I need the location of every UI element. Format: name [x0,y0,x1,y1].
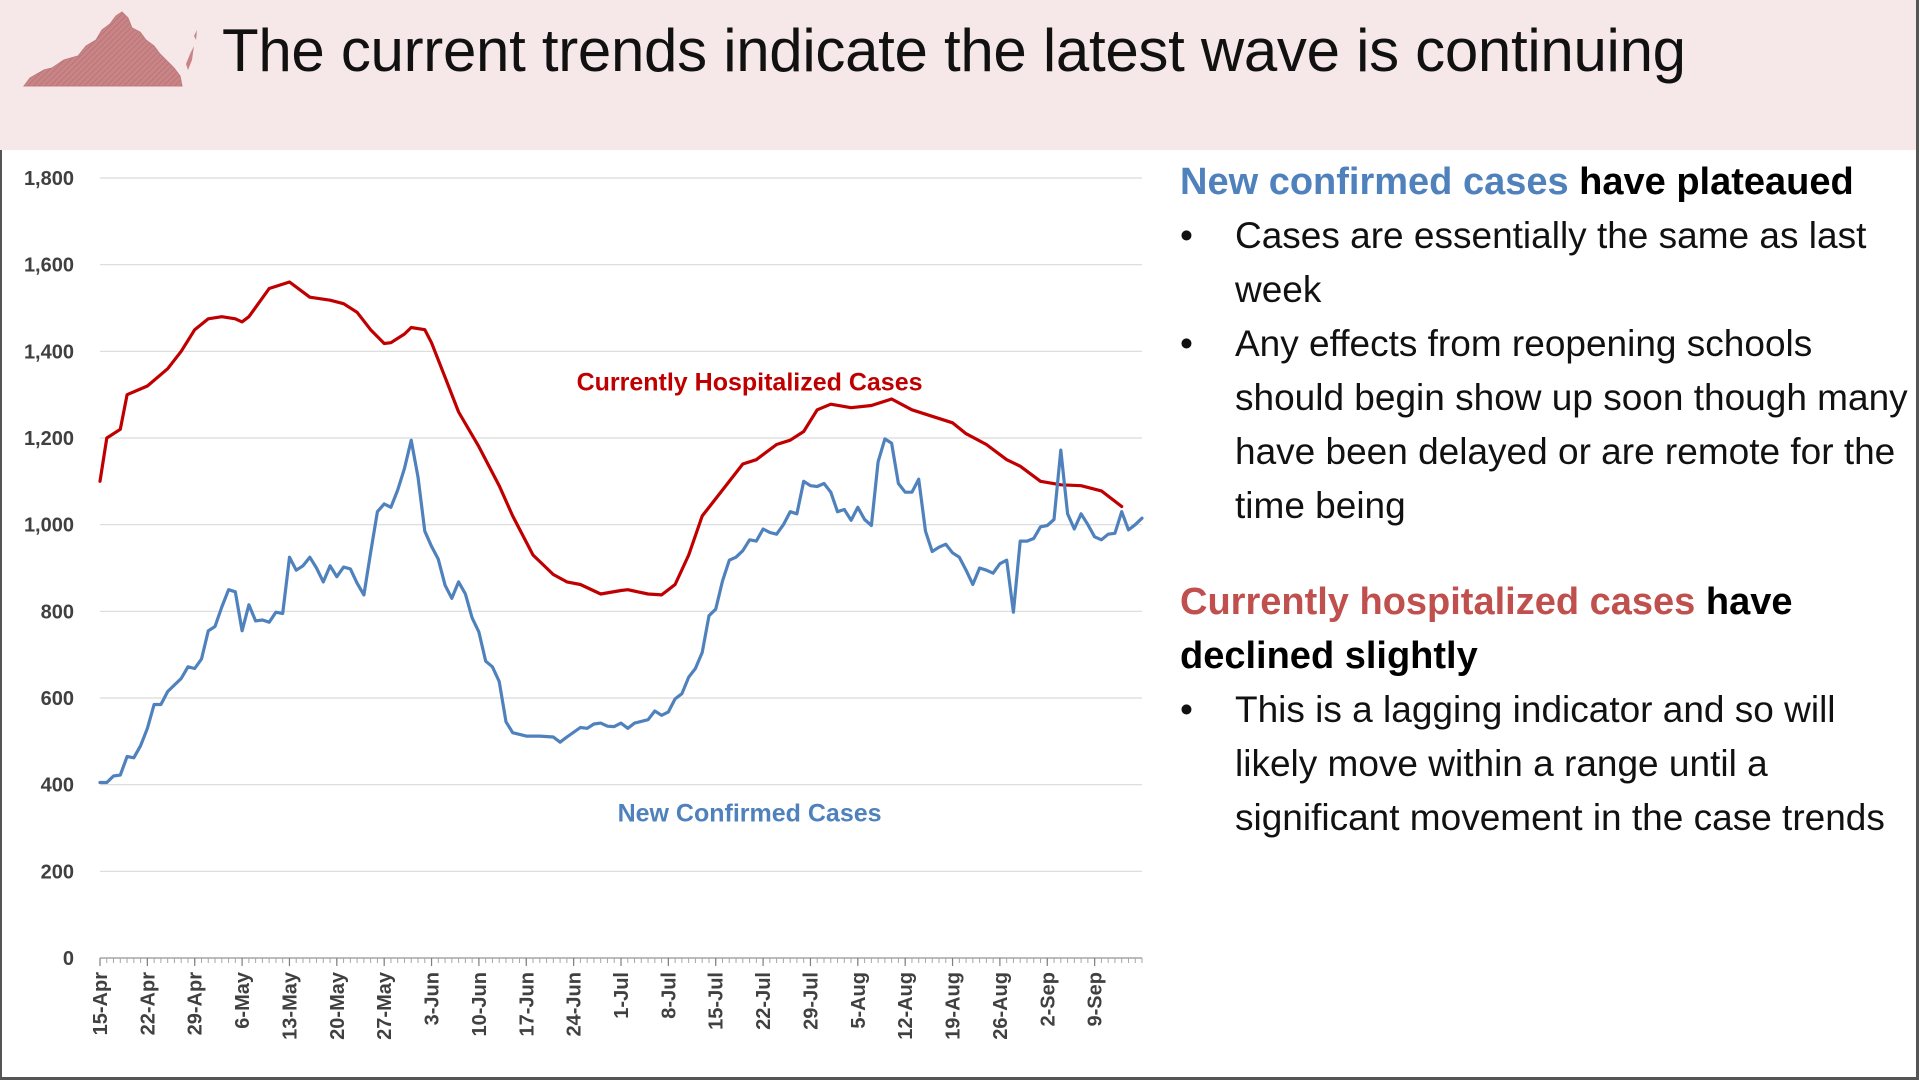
x-tick-label: 5-Aug [848,972,870,1029]
bullet-text: Cases are essentially the same as last w… [1235,215,1867,310]
x-tick-label: 12-Aug [895,972,917,1040]
bullet-item: • Any effects from reopening schools shou… [1180,317,1910,533]
frame-bottom-border [0,1077,1919,1080]
commentary-panel: New confirmed cases have plateaued • Case… [1180,155,1910,845]
x-tick-label: 26-Aug [990,972,1012,1040]
confirmed-series-line [98,437,1144,785]
bullet-icon: • [1180,323,1193,364]
x-tick-label: 3-Jun [422,972,444,1025]
bullet-item: • This is a lagging indicator and so will… [1180,683,1910,845]
confirmed-bullets: • Cases are essentially the same as last … [1180,209,1910,533]
bullet-text: This is a lagging indicator and so will … [1235,689,1885,838]
bullet-item: • Cases are essentially the same as last … [1180,209,1910,317]
bullet-icon: • [1180,215,1193,256]
x-tick-label: 1-Jul [611,972,633,1019]
virginia-map-icon [23,11,197,87]
hospitalized-heading-rest: have declined slightly [1180,581,1793,677]
x-tick-label: 10-Jun [469,972,491,1036]
x-tick-label: 17-Jun [516,972,538,1036]
frame-left-border [0,150,2,1080]
x-tick-label: 8-Jul [658,972,680,1019]
y-tick-label: 400 [41,775,74,797]
y-tick-label: 0 [63,948,74,970]
title-banner: The current trends indicate the latest w… [0,0,1919,150]
x-tick-label: 9-Sep [1085,972,1107,1026]
x-tick-label: 15-Jul [706,972,728,1030]
x-tick-label: 20-May [327,971,349,1040]
page-title: The current trends indicate the latest w… [222,17,1686,84]
x-tick-label: 19-Aug [943,972,965,1040]
hospitalized-heading: Currently hospitalized cases have declin… [1180,575,1910,683]
x-tick-label: 22-Jul [753,972,775,1030]
y-axis: 0 200 400 600 800 1,000 1,200 1,400 1,600 1,800 [24,168,74,970]
x-tick-label: 24-Jun [564,972,586,1036]
y-tick-label: 1,200 [24,428,74,450]
frame-right-border [1916,0,1919,1080]
x-tick-label: 22-Apr [137,972,159,1036]
x-tick-label: 2-Sep [1037,972,1059,1026]
y-tick-label: 1,600 [24,255,74,277]
hospitalized-bullets: • This is a lagging indicator and so will… [1180,683,1910,845]
y-tick-label: 1,800 [24,168,74,190]
chart-annotations: Currently Hospitalized Cases New Confirme… [577,368,923,827]
x-tick-label: 29-Apr [185,972,207,1036]
x-tick-label: 27-May [374,971,396,1040]
cases-line-chart: 0 200 400 600 800 1,000 1,200 1,400 1,600 1,800 1… [24,168,1144,1040]
x-tick-label: 29-Jul [800,972,822,1030]
y-tick-label: 800 [41,601,74,623]
confirmed-heading: New confirmed cases have plateaued [1180,155,1910,209]
chart-series [98,280,1144,785]
bullet-text: Any effects from reopening schools shoul… [1235,323,1908,526]
hospitalized-heading-colored: Currently hospitalized cases [1180,581,1696,623]
chart-gridlines [100,177,1142,872]
hospitalized-series-line [98,280,1124,597]
x-tick-label: 13-May [279,971,301,1040]
confirmed-heading-rest: have plateaued [1568,161,1854,203]
confirmed-heading-colored: New confirmed cases [1180,161,1569,203]
x-tick-label: 15-Apr [90,972,112,1036]
confirmed-series-label: New Confirmed Cases [618,800,882,828]
x-axis: 15-Apr 22-Apr 29-Apr 6-May 13-May 20-May 27-Ma… [90,957,1143,1040]
y-tick-label: 1,400 [24,341,74,363]
x-tick-label: 6-May [232,971,254,1029]
bullet-icon: • [1180,689,1193,730]
y-tick-label: 1,000 [24,515,74,537]
y-tick-label: 600 [41,688,74,710]
hospitalized-series-label: Currently Hospitalized Cases [577,368,923,396]
y-tick-label: 200 [41,861,74,883]
